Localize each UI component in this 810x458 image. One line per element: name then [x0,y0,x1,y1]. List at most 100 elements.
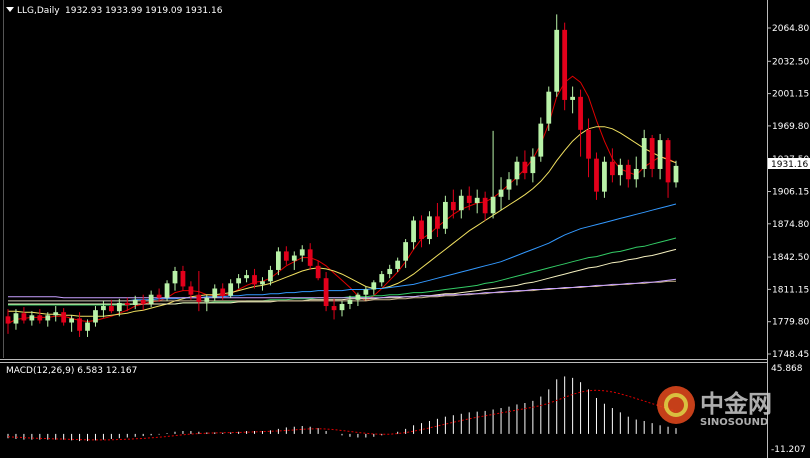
candle [61,308,67,326]
candle-body [649,138,655,169]
candle-body [156,294,162,298]
candle-body [530,156,536,174]
candle-body [13,313,19,324]
macd-top-tick: 45.868 [771,364,803,374]
candle [124,297,130,312]
candle [307,243,313,270]
y-tick-label: 1906.15 [772,187,809,197]
candle-body [594,158,599,192]
candle-body [641,138,647,169]
candle [29,311,35,326]
candle [268,265,273,286]
candle [602,156,607,198]
candle-body [602,161,607,192]
candle-body [180,270,186,287]
candle [578,89,583,157]
watermark-en: SINOSOUND [700,417,768,428]
candle [586,118,591,178]
candle [506,172,512,200]
y-tick-label: 1874.80 [772,220,809,230]
candle-body [395,260,401,269]
y-tick-label: 1779.80 [772,318,809,328]
candle-body [490,196,496,214]
candle-body [665,140,671,183]
moving-average-line [8,278,677,299]
chart-header: LLG,Daily 1932.93 1933.99 1919.09 1931.1… [6,6,223,16]
candle [21,307,27,324]
candle-body [625,164,631,180]
candle [244,269,249,283]
candle-body [522,161,528,174]
candle-body [260,281,265,285]
candle [260,277,265,291]
candle [625,159,631,188]
candle-body [244,275,249,279]
candle [387,264,393,279]
watermark-cn: 中金网 [700,390,772,418]
candles [5,14,679,337]
candle-body [506,179,512,190]
candle-body [355,294,361,300]
candle-body [514,161,520,180]
candle-body [268,269,273,282]
candle [617,158,623,186]
candle [164,280,170,301]
y-tick-label: 1842.50 [772,253,809,263]
candle-body [586,129,591,159]
candle-body [291,255,297,261]
candle [379,270,385,287]
candle [665,138,671,198]
candle-body [77,318,82,331]
candle [546,86,552,131]
candle-body [220,288,226,296]
candle [371,280,377,295]
candle-body [482,197,488,214]
candle [204,294,210,312]
candle-body [347,299,353,304]
candle-body [93,310,98,323]
candle [514,156,520,186]
price-badge-text: 1931.16 [771,160,808,170]
y-tick-label: 2064.80 [772,24,809,34]
candle-body [196,294,202,302]
candle-body [307,249,313,266]
candle [641,129,647,178]
candle-body [435,216,440,229]
candle-body [212,288,218,298]
candle-body [411,220,416,243]
candle [323,272,329,312]
candle-body [132,299,138,305]
candle-body [315,265,321,279]
candle-body [21,313,27,321]
candle-body [442,201,448,229]
candle [228,279,234,298]
symbol-dropdown-icon[interactable] [6,7,14,12]
candle-body [108,306,114,312]
candle [522,150,528,180]
y-tick-label: 1811.15 [772,285,809,295]
y-tick-label: 2032.50 [772,57,809,67]
candle-body [474,197,480,203]
candle [69,315,75,332]
candle [355,292,361,307]
candle [140,294,146,311]
candle [37,309,43,324]
candle-body [458,195,464,211]
candle [395,257,401,273]
candle [283,246,289,265]
candle [498,177,504,211]
ohlc-readout: 1932.93 1933.99 1919.09 1931.16 [65,6,223,16]
candle-body [164,283,170,298]
candle-body [578,96,583,130]
candle [435,202,440,237]
candle-body [498,189,504,197]
candle [554,14,560,97]
macd-bottom-tick: -11.207 [771,445,806,455]
candle-body [45,315,51,321]
candle [108,299,114,314]
candle-body [29,315,35,321]
candle [458,189,464,219]
candle [116,298,122,317]
candle-body [172,270,178,284]
